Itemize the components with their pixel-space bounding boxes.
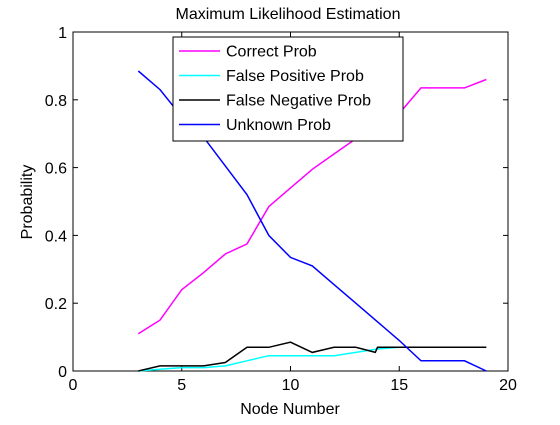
legend-box — [172, 36, 404, 142]
x-tick-label: 5 — [177, 377, 186, 394]
legend-label: False Positive Prob — [226, 68, 364, 85]
x-tick-label: 10 — [282, 377, 300, 394]
legend-label: Unknown Prob — [226, 117, 331, 134]
series-lines — [137, 70, 487, 372]
series-line-false-negative-prob — [138, 341, 487, 372]
y-tick-label: 1 — [58, 25, 67, 42]
series-line-correct-prob — [137, 78, 487, 335]
y-tick-label: 0.8 — [45, 93, 67, 110]
x-axis-label: Node Number — [240, 401, 340, 418]
legend-label: Correct Prob — [226, 44, 317, 61]
y-tick-label: 0.2 — [45, 296, 67, 313]
axis-ticks: 0 5 10 15 20 0 0.2 0.4 0.6 0.8 1 — [45, 25, 517, 394]
y-axis-label: Probability — [19, 165, 36, 240]
x-tick-label: 20 — [499, 377, 517, 394]
legend-label: False Negative Prob — [226, 93, 371, 110]
legend: Correct Prob False Positive Prob False Neg… — [172, 36, 404, 142]
y-tick-label: 0 — [58, 364, 67, 381]
chart-title: Maximum Likelihood Estimation — [176, 6, 401, 23]
y-tick-label: 0.4 — [45, 228, 67, 245]
x-tick-label: 15 — [390, 377, 408, 394]
y-tick-label: 0.6 — [45, 161, 67, 178]
x-tick-label: 0 — [69, 377, 78, 394]
